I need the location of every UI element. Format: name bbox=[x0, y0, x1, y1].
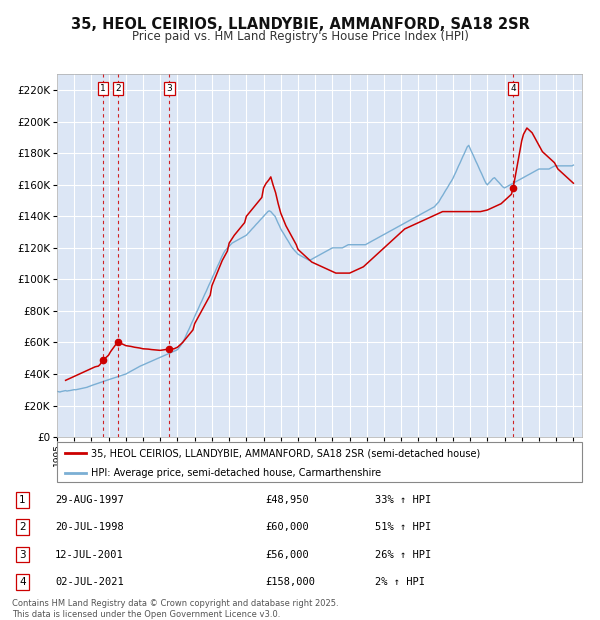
Text: 4: 4 bbox=[19, 577, 26, 587]
Text: 2: 2 bbox=[115, 84, 121, 93]
Text: Price paid vs. HM Land Registry's House Price Index (HPI): Price paid vs. HM Land Registry's House … bbox=[131, 30, 469, 43]
Text: £158,000: £158,000 bbox=[265, 577, 316, 587]
Text: 29-AUG-1997: 29-AUG-1997 bbox=[55, 495, 124, 505]
Text: 2: 2 bbox=[19, 523, 26, 533]
Text: HPI: Average price, semi-detached house, Carmarthenshire: HPI: Average price, semi-detached house,… bbox=[91, 469, 381, 479]
Text: 20-JUL-1998: 20-JUL-1998 bbox=[55, 523, 124, 533]
Text: 51% ↑ HPI: 51% ↑ HPI bbox=[375, 523, 431, 533]
Text: 26% ↑ HPI: 26% ↑ HPI bbox=[375, 549, 431, 559]
Text: 02-JUL-2021: 02-JUL-2021 bbox=[55, 577, 124, 587]
Text: 4: 4 bbox=[511, 84, 516, 93]
Text: £48,950: £48,950 bbox=[265, 495, 309, 505]
Text: 35, HEOL CEIRIOS, LLANDYBIE, AMMANFORD, SA18 2SR: 35, HEOL CEIRIOS, LLANDYBIE, AMMANFORD, … bbox=[71, 17, 529, 32]
Text: 12-JUL-2001: 12-JUL-2001 bbox=[55, 549, 124, 559]
Text: 33% ↑ HPI: 33% ↑ HPI bbox=[375, 495, 431, 505]
Text: 1: 1 bbox=[19, 495, 26, 505]
Text: 35, HEOL CEIRIOS, LLANDYBIE, AMMANFORD, SA18 2SR (semi-detached house): 35, HEOL CEIRIOS, LLANDYBIE, AMMANFORD, … bbox=[91, 448, 481, 458]
Text: 3: 3 bbox=[167, 84, 172, 93]
Text: Contains HM Land Registry data © Crown copyright and database right 2025.
This d: Contains HM Land Registry data © Crown c… bbox=[12, 600, 338, 619]
Text: 1: 1 bbox=[100, 84, 106, 93]
FancyBboxPatch shape bbox=[57, 442, 582, 482]
Text: 2% ↑ HPI: 2% ↑ HPI bbox=[375, 577, 425, 587]
Text: £60,000: £60,000 bbox=[265, 523, 309, 533]
Text: £56,000: £56,000 bbox=[265, 549, 309, 559]
Text: 3: 3 bbox=[19, 549, 26, 559]
